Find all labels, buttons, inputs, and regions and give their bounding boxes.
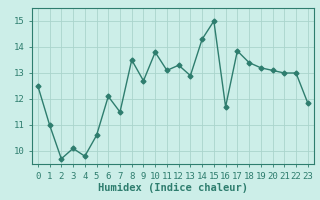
X-axis label: Humidex (Indice chaleur): Humidex (Indice chaleur) bbox=[98, 183, 248, 193]
